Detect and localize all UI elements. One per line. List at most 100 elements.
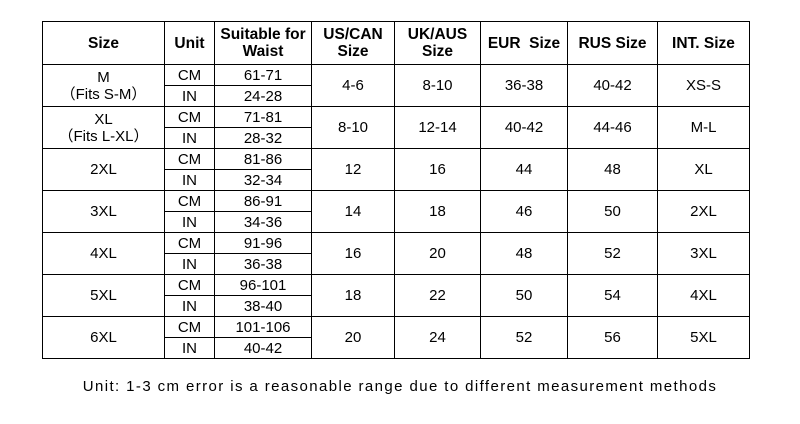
- us-can-cell: 16: [311, 232, 395, 275]
- size-name: 6XL: [90, 329, 117, 346]
- unit-cell-cm: CM: [164, 190, 215, 212]
- size-cell: M （Fits S-M）: [42, 64, 165, 107]
- uk-aus-cell: 22: [394, 274, 481, 317]
- unit-cell-in: IN: [164, 211, 215, 233]
- measurement-footnote: Unit: 1-3 cm error is a reasonable range…: [82, 378, 718, 395]
- uk-aus-cell: 16: [394, 148, 481, 191]
- size-fits: （Fits L-XL）: [58, 127, 149, 145]
- eur-cell: 52: [480, 316, 568, 359]
- table-row: 3XL CM 86-91 14 18 46 50 2XL: [42, 190, 750, 233]
- waist-cm-cell: 101-106: [214, 316, 312, 338]
- size-chart-table: Size Unit Suitable for Waist US/CAN Size…: [42, 21, 750, 359]
- unit-cell-in: IN: [164, 337, 215, 359]
- us-can-cell: 4-6: [311, 64, 395, 107]
- header-us-line2: Size: [337, 43, 369, 60]
- header-size: Size: [42, 21, 165, 65]
- uk-aus-cell: 24: [394, 316, 481, 359]
- eur-cell: 46: [480, 190, 568, 233]
- unit-cell-in: IN: [164, 169, 215, 191]
- table-row: 6XL CM 101-106 20 24 52 56 5XL: [42, 316, 750, 359]
- waist-in-cell: 32-34: [214, 169, 312, 191]
- eur-cell: 40-42: [480, 106, 568, 149]
- eur-cell: 48: [480, 232, 568, 275]
- unit-cell-cm: CM: [164, 274, 215, 296]
- unit-cell-in: IN: [164, 127, 215, 149]
- int-cell: 4XL: [657, 274, 750, 317]
- unit-cell-cm: CM: [164, 148, 215, 170]
- uk-aus-cell: 18: [394, 190, 481, 233]
- header-waist-line1: Suitable for: [220, 26, 306, 43]
- unit-cell-in: IN: [164, 253, 215, 275]
- table-row: IN 38-40: [43, 295, 750, 317]
- int-cell: XL: [657, 148, 750, 191]
- waist-in-cell: 34-36: [214, 211, 312, 233]
- size-name: 3XL: [90, 203, 117, 220]
- size-cell: 3XL: [42, 190, 165, 233]
- table-row: IN 32-34: [43, 169, 750, 191]
- uk-aus-cell: 12-14: [394, 106, 481, 149]
- rus-cell: 50: [567, 190, 658, 233]
- table-row: XL （Fits L-XL） CM 71-81 8-10 12-14 40-42 44-46 M…: [42, 106, 750, 149]
- size-name: XL: [94, 110, 113, 128]
- waist-cm-cell: 96-101: [214, 274, 312, 296]
- size-chart-body: M （Fits S-M） CM 61-71 4-6 8-10 36-38 40-42 XS-S I…: [42, 64, 750, 359]
- header-us-line1: US/CAN: [323, 26, 383, 43]
- us-can-cell: 20: [311, 316, 395, 359]
- waist-in-cell: 38-40: [214, 295, 312, 317]
- int-cell: 3XL: [657, 232, 750, 275]
- waist-cm-cell: 91-96: [214, 232, 312, 254]
- rus-cell: 56: [567, 316, 658, 359]
- size-fits: （Fits S-M）: [60, 85, 147, 103]
- unit-cell-in: IN: [164, 295, 215, 317]
- size-cell: 6XL: [42, 316, 165, 359]
- size-cell: 5XL: [42, 274, 165, 317]
- header-waist: Suitable for Waist: [214, 21, 312, 65]
- waist-cm-cell: 61-71: [214, 64, 312, 86]
- waist-in-cell: 36-38: [214, 253, 312, 275]
- table-row: 5XL CM 96-101 18 22 50 54 4XL: [42, 274, 750, 317]
- size-name: 4XL: [90, 245, 117, 262]
- table-row: 4XL CM 91-96 16 20 48 52 3XL: [42, 232, 750, 275]
- unit-cell-cm: CM: [164, 232, 215, 254]
- us-can-cell: 8-10: [311, 106, 395, 149]
- header-waist-line2: Waist: [242, 43, 284, 60]
- uk-aus-cell: 8-10: [394, 64, 481, 107]
- size-cell: 2XL: [42, 148, 165, 191]
- size-chart-container: Size Unit Suitable for Waist US/CAN Size…: [42, 21, 750, 359]
- waist-in-cell: 24-28: [214, 85, 312, 107]
- int-cell: M-L: [657, 106, 750, 149]
- rus-cell: 52: [567, 232, 658, 275]
- table-row: IN 40-42: [43, 337, 750, 359]
- eur-cell: 44: [480, 148, 568, 191]
- waist-in-cell: 40-42: [214, 337, 312, 359]
- us-can-cell: 18: [311, 274, 395, 317]
- table-row: 2XL CM 81-86 12 16 44 48 XL: [42, 148, 750, 191]
- header-int: INT. Size: [657, 21, 750, 65]
- waist-cm-cell: 81-86: [214, 148, 312, 170]
- size-cell: 4XL: [42, 232, 165, 275]
- rus-cell: 40-42: [567, 64, 658, 107]
- waist-cm-cell: 71-81: [214, 106, 312, 128]
- unit-cell-cm: CM: [164, 316, 215, 338]
- header-uk-aus: UK/AUS Size: [394, 21, 481, 65]
- header-eur: EUR Size: [480, 21, 568, 65]
- size-name: 2XL: [90, 161, 117, 178]
- size-name: 5XL: [90, 287, 117, 304]
- rus-cell: 48: [567, 148, 658, 191]
- unit-cell-cm: CM: [164, 106, 215, 128]
- int-cell: 5XL: [657, 316, 750, 359]
- rus-cell: 54: [567, 274, 658, 317]
- size-name: M: [97, 68, 110, 86]
- waist-cm-cell: 86-91: [214, 190, 312, 212]
- rus-cell: 44-46: [567, 106, 658, 149]
- eur-cell: 50: [480, 274, 568, 317]
- us-can-cell: 12: [311, 148, 395, 191]
- us-can-cell: 14: [311, 190, 395, 233]
- header-row: Size Unit Suitable for Waist US/CAN Size…: [42, 21, 750, 65]
- header-us-can: US/CAN Size: [311, 21, 395, 65]
- size-cell: XL （Fits L-XL）: [42, 106, 165, 149]
- int-cell: XS-S: [657, 64, 750, 107]
- header-uk-line1: UK/AUS: [407, 26, 468, 43]
- header-uk-line2: Size: [421, 43, 453, 60]
- waist-in-cell: 28-32: [214, 127, 312, 149]
